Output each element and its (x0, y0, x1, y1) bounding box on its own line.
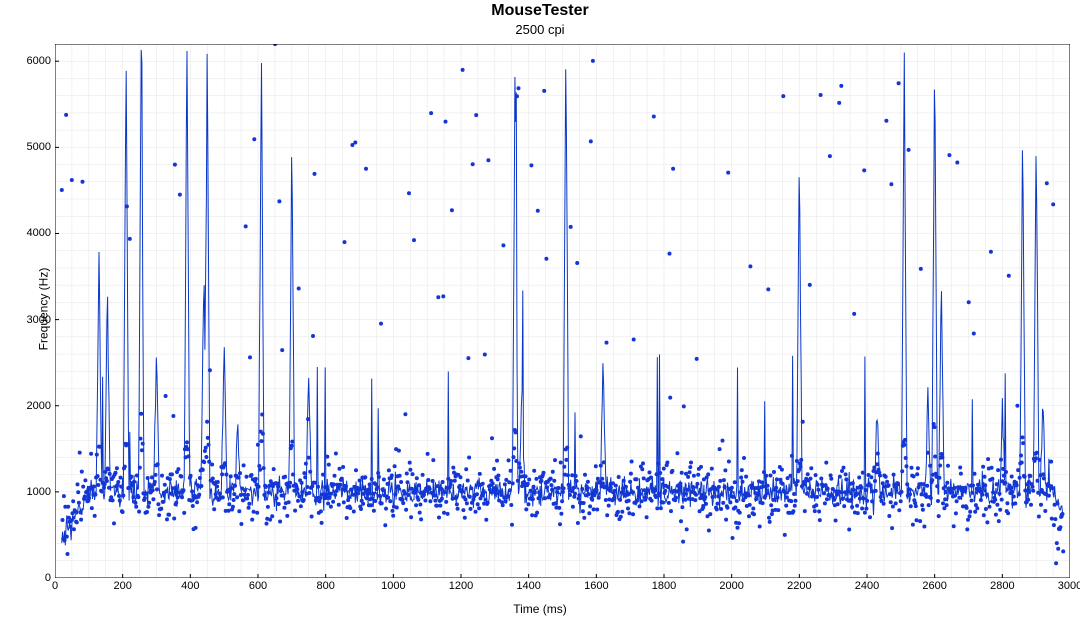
x-axis-label: Time (ms) (0, 602, 1080, 616)
x-tick-label: 200 (113, 578, 131, 592)
y-tick-label: 6000 (27, 55, 55, 67)
y-tick-label: 4000 (27, 227, 55, 239)
chart-svg (55, 44, 1070, 578)
x-tick-label: 3000 (1058, 578, 1080, 592)
y-tick-label: 2000 (27, 400, 55, 412)
mousetester-chart: MouseTester 2500 cpi Frequency (Hz) Time… (0, 0, 1080, 618)
x-tick-label: 1800 (652, 578, 676, 592)
y-tick-label: 0 (45, 572, 55, 584)
y-tick-label: 5000 (27, 141, 55, 153)
x-tick-label: 1400 (516, 578, 540, 592)
x-tick-label: 600 (249, 578, 267, 592)
x-tick-label: 2000 (719, 578, 743, 592)
x-tick-label: 1200 (449, 578, 473, 592)
x-tick-label: 2400 (855, 578, 879, 592)
chart-title: MouseTester (0, 2, 1080, 20)
y-axis-label: Frequency (Hz) (36, 268, 50, 351)
x-tick-label: 2600 (922, 578, 946, 592)
x-tick-label: 2200 (787, 578, 811, 592)
x-tick-label: 1600 (584, 578, 608, 592)
y-tick-label: 1000 (27, 486, 55, 498)
x-tick-label: 1000 (381, 578, 405, 592)
x-tick-label: 800 (316, 578, 334, 592)
x-tick-label: 400 (181, 578, 199, 592)
x-tick-label: 2800 (990, 578, 1014, 592)
chart-subtitle: 2500 cpi (0, 22, 1080, 37)
plot-area: 0200400600800100012001400160018002000220… (55, 44, 1070, 578)
y-tick-label: 3000 (27, 314, 55, 326)
